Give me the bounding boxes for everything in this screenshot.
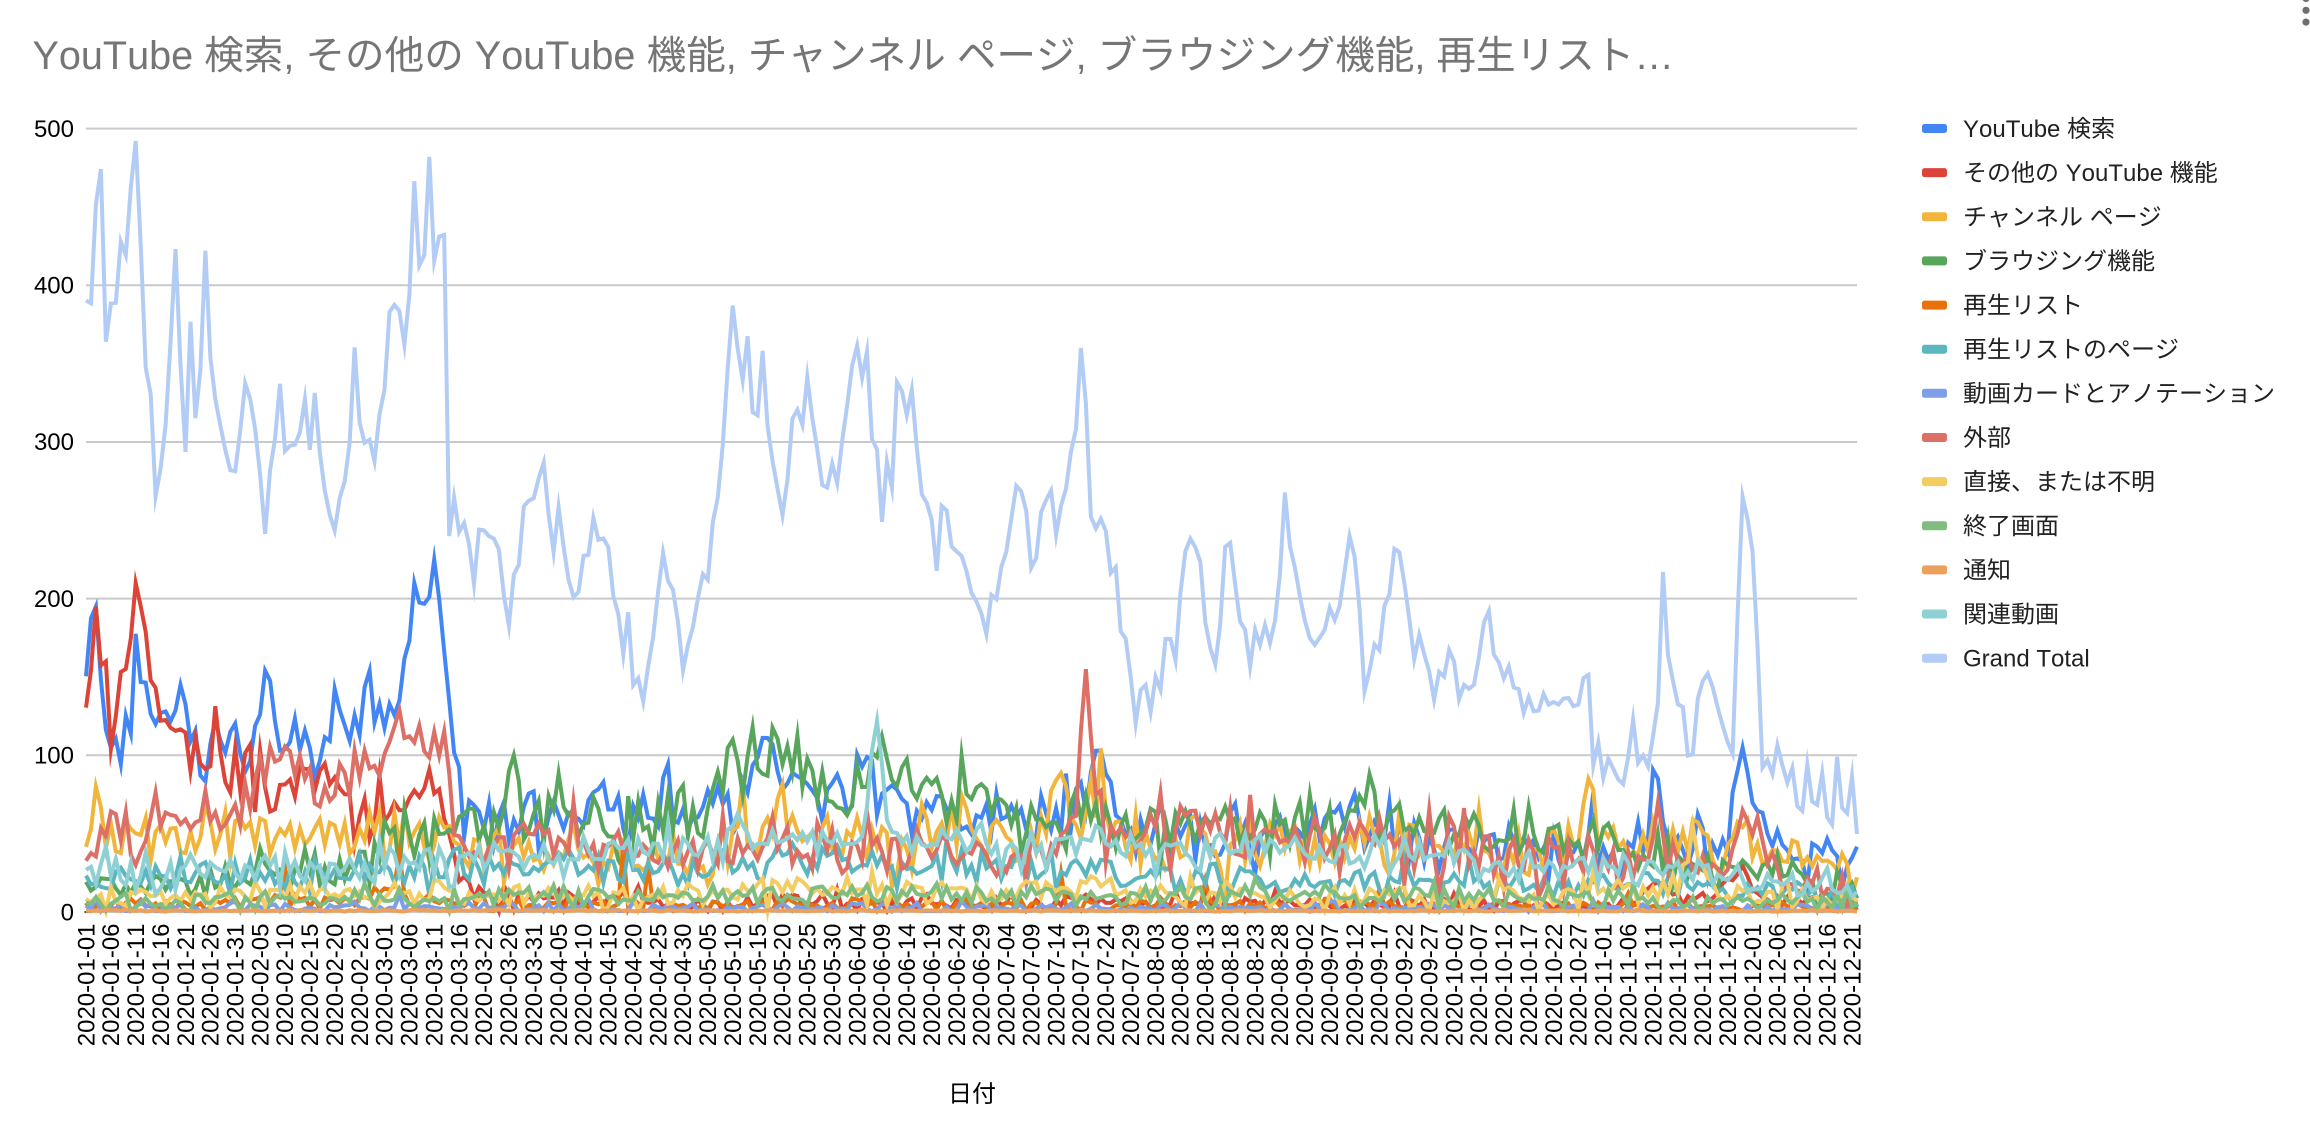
svg-text:2020-07-14: 2020-07-14 <box>1043 924 1070 1047</box>
svg-text:2020-02-10: 2020-02-10 <box>272 924 299 1047</box>
svg-text:2020-08-08: 2020-08-08 <box>1168 924 1195 1047</box>
svg-text:YouTube: YouTube <box>1963 116 2067 143</box>
svg-text:2020-06-09: 2020-06-09 <box>869 924 896 1047</box>
svg-text:2020-11-26: 2020-11-26 <box>1715 924 1742 1047</box>
svg-text:,: , <box>1414 34 1436 78</box>
svg-text:2020-01-21: 2020-01-21 <box>173 924 200 1047</box>
svg-text:2020-07-19: 2020-07-19 <box>1068 924 1095 1047</box>
svg-text:2020-03-31: 2020-03-31 <box>521 924 548 1047</box>
svg-text:2020-04-30: 2020-04-30 <box>670 924 697 1047</box>
svg-text:2020-05-25: 2020-05-25 <box>795 924 822 1047</box>
svg-text:2020-05-05: 2020-05-05 <box>695 924 722 1047</box>
svg-text:2020-12-06: 2020-12-06 <box>1765 924 1792 1047</box>
svg-text:2020-08-18: 2020-08-18 <box>1217 924 1244 1047</box>
svg-text:,: , <box>283 34 305 78</box>
svg-text:,: , <box>1076 34 1098 78</box>
svg-text:2020-03-11: 2020-03-11 <box>422 924 449 1047</box>
svg-text:2020-11-11: 2020-11-11 <box>1640 924 1667 1047</box>
svg-text:,: , <box>726 34 748 78</box>
svg-text:500: 500 <box>34 116 74 143</box>
svg-text:2020-01-06: 2020-01-06 <box>98 924 125 1047</box>
svg-text:300: 300 <box>34 429 74 456</box>
svg-text:2020-06-19: 2020-06-19 <box>919 924 946 1047</box>
svg-text:2020-04-20: 2020-04-20 <box>621 924 648 1047</box>
svg-text:2020-01-26: 2020-01-26 <box>198 924 225 1047</box>
svg-text:2020-12-16: 2020-12-16 <box>1814 924 1841 1047</box>
svg-text:2020-04-10: 2020-04-10 <box>571 924 598 1047</box>
svg-text:Grand Total: Grand Total <box>1963 646 2090 673</box>
svg-text:YouTube: YouTube <box>2059 160 2170 187</box>
svg-text:2020-06-04: 2020-06-04 <box>844 924 871 1047</box>
svg-text:2020-03-26: 2020-03-26 <box>496 924 523 1047</box>
svg-text:0: 0 <box>61 899 74 926</box>
svg-text:2020-12-01: 2020-12-01 <box>1740 924 1767 1047</box>
svg-text:2020-02-05: 2020-02-05 <box>247 924 274 1047</box>
svg-text:2020-11-21: 2020-11-21 <box>1690 924 1717 1047</box>
svg-text:2020-04-15: 2020-04-15 <box>596 924 623 1047</box>
svg-text:2020-04-25: 2020-04-25 <box>645 924 672 1047</box>
svg-text:2020-03-21: 2020-03-21 <box>471 924 498 1047</box>
svg-text:2020-07-09: 2020-07-09 <box>1019 924 1046 1047</box>
svg-text:2020-08-28: 2020-08-28 <box>1267 924 1294 1047</box>
svg-text:2020-10-17: 2020-10-17 <box>1516 924 1543 1047</box>
svg-text:2020-10-12: 2020-10-12 <box>1491 924 1518 1047</box>
svg-text:2020-09-22: 2020-09-22 <box>1392 924 1419 1047</box>
svg-text:2020-11-06: 2020-11-06 <box>1615 924 1642 1047</box>
svg-text:2020-09-07: 2020-09-07 <box>1317 924 1344 1047</box>
svg-text:2020-03-01: 2020-03-01 <box>372 924 399 1047</box>
svg-text:200: 200 <box>34 586 74 613</box>
svg-text:2020-05-30: 2020-05-30 <box>820 924 847 1047</box>
svg-text:2020-05-20: 2020-05-20 <box>770 924 797 1047</box>
svg-text:2020-01-16: 2020-01-16 <box>148 924 175 1047</box>
svg-text:2020-10-22: 2020-10-22 <box>1541 924 1568 1047</box>
svg-text:2020-12-11: 2020-12-11 <box>1790 924 1817 1047</box>
svg-text:2020-08-23: 2020-08-23 <box>1242 924 1269 1047</box>
svg-text:2020-09-02: 2020-09-02 <box>1292 924 1319 1047</box>
svg-text:2020-06-24: 2020-06-24 <box>944 924 971 1047</box>
svg-text:2020-02-20: 2020-02-20 <box>322 924 349 1047</box>
svg-text:2020-10-27: 2020-10-27 <box>1566 924 1593 1047</box>
svg-text:2020-02-25: 2020-02-25 <box>347 924 374 1047</box>
svg-text:2020-03-16: 2020-03-16 <box>446 924 473 1047</box>
svg-text:2020-06-29: 2020-06-29 <box>969 923 996 1046</box>
svg-text:…: … <box>1634 34 1674 78</box>
svg-text:2020-07-04: 2020-07-04 <box>994 924 1021 1047</box>
svg-text:2020-09-12: 2020-09-12 <box>1342 924 1369 1047</box>
svg-text:2020-08-03: 2020-08-03 <box>1143 924 1170 1047</box>
svg-text:2020-06-14: 2020-06-14 <box>894 924 921 1047</box>
svg-text:2020-05-10: 2020-05-10 <box>720 924 747 1047</box>
svg-text:2020-02-15: 2020-02-15 <box>297 924 324 1047</box>
svg-text:2020-07-29: 2020-07-29 <box>1118 924 1145 1047</box>
svg-text:2020-05-15: 2020-05-15 <box>745 924 772 1047</box>
svg-text:2020-12-21: 2020-12-21 <box>1839 924 1866 1047</box>
svg-text:2020-11-16: 2020-11-16 <box>1665 924 1692 1047</box>
svg-text:2020-07-24: 2020-07-24 <box>1093 924 1120 1047</box>
svg-text:2020-10-07: 2020-10-07 <box>1466 924 1493 1047</box>
svg-text:100: 100 <box>34 743 74 770</box>
svg-text:2020-01-31: 2020-01-31 <box>223 924 250 1047</box>
svg-text:2020-08-13: 2020-08-13 <box>1193 924 1220 1047</box>
svg-text:2020-01-01: 2020-01-01 <box>73 924 100 1047</box>
svg-text:2020-03-06: 2020-03-06 <box>397 924 424 1047</box>
svg-text:2020-04-05: 2020-04-05 <box>546 924 573 1047</box>
svg-text:2020-10-02: 2020-10-02 <box>1441 924 1468 1047</box>
svg-text:2020-09-27: 2020-09-27 <box>1416 924 1443 1047</box>
svg-text:400: 400 <box>34 273 74 300</box>
svg-text:2020-01-11: 2020-01-11 <box>123 924 150 1047</box>
svg-text:2020-11-01: 2020-11-01 <box>1591 924 1618 1047</box>
svg-text:YouTube: YouTube <box>464 34 647 78</box>
svg-text:YouTube: YouTube <box>33 34 205 78</box>
svg-text:2020-09-17: 2020-09-17 <box>1367 924 1394 1047</box>
